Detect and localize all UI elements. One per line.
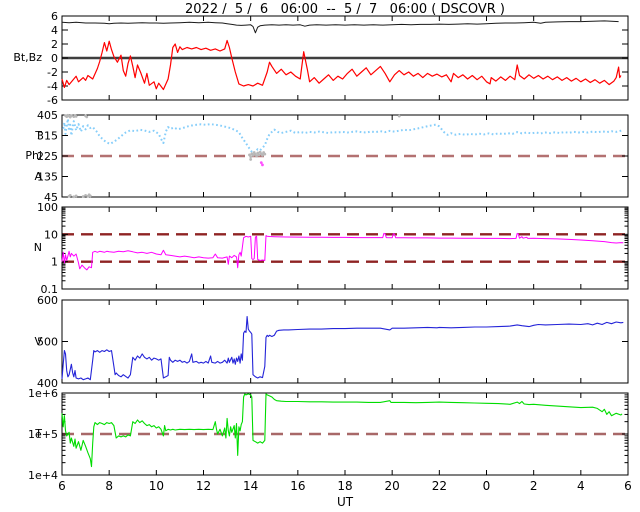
bt-bz-axis-label: Bt,Bz (13, 51, 42, 64)
svg-text:1: 1 (51, 256, 58, 269)
svg-text:2: 2 (530, 479, 538, 493)
svg-text:20: 20 (385, 479, 400, 493)
svg-text:1e+4: 1e+4 (28, 469, 58, 482)
svg-text:315: 315 (37, 130, 58, 143)
svg-text:22: 22 (432, 479, 447, 493)
temperature-axis-label: T (35, 427, 42, 440)
velocity-axis-label: V (34, 335, 42, 348)
svg-text:12: 12 (196, 479, 211, 493)
svg-text:18: 18 (337, 479, 352, 493)
svg-text:600: 600 (37, 294, 58, 307)
svg-text:0: 0 (51, 52, 58, 65)
svg-text:10: 10 (44, 228, 58, 241)
svg-text:6: 6 (624, 479, 632, 493)
svg-text:-2: -2 (47, 66, 58, 79)
svg-text:2: 2 (51, 38, 58, 51)
chart-title: 2022 / 5 / 6 06:00 -- 5 / 7 06:00 ( DSCO… (185, 2, 505, 17)
phi-away-label: A (34, 170, 42, 183)
svg-text:225: 225 (37, 150, 58, 163)
svg-text:405: 405 (37, 109, 58, 122)
svg-text:16: 16 (290, 479, 305, 493)
svg-text:4: 4 (51, 24, 58, 37)
svg-text:135: 135 (37, 171, 58, 184)
svg-text:10: 10 (149, 479, 164, 493)
svg-text:0: 0 (483, 479, 491, 493)
svg-text:8: 8 (105, 479, 113, 493)
svg-text:-4: -4 (47, 80, 58, 93)
svg-text:1e+6: 1e+6 (28, 387, 58, 400)
svg-text:1e+5: 1e+5 (28, 428, 58, 441)
density-axis-label: N (33, 241, 42, 254)
svg-text:6: 6 (58, 479, 66, 493)
svg-text:100: 100 (37, 201, 58, 214)
phi-toward-label: T (35, 129, 42, 142)
svg-text:500: 500 (37, 336, 58, 349)
phi-axis-label: Phi (25, 149, 42, 162)
x-axis-title: UT (336, 495, 354, 509)
svg-text:6: 6 (51, 10, 58, 23)
svg-text:4: 4 (577, 479, 585, 493)
svg-text:14: 14 (243, 479, 258, 493)
svg-text:0.1: 0.1 (41, 283, 59, 296)
svg-text:45: 45 (44, 191, 58, 204)
svg-text:-6: -6 (47, 94, 58, 107)
svg-text:400: 400 (37, 377, 58, 390)
